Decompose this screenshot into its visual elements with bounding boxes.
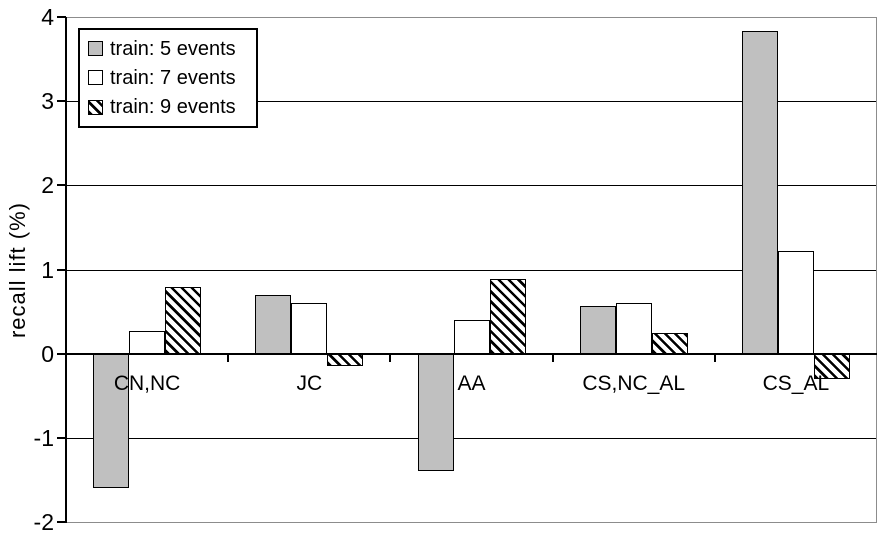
legend: train: 5 events train: 7 events train: 9 e… [78, 28, 258, 128]
bar [327, 353, 364, 367]
gridline [66, 185, 877, 187]
legend-swatch-solid-white [88, 70, 103, 86]
y-tick [57, 184, 66, 187]
plot-border-right [876, 17, 877, 523]
y-tick-label: 4 [41, 4, 54, 30]
x-axis [66, 352, 877, 355]
x-category-label: CS,NC_AL [582, 371, 686, 395]
bar [165, 287, 202, 354]
y-tick [57, 352, 66, 355]
bar [777, 250, 814, 354]
y-tick-label: 3 [41, 88, 54, 115]
y-axis [65, 17, 67, 523]
legend-swatch-hatch-diagonal [88, 99, 103, 115]
y-tick-label: -2 [33, 509, 54, 534]
y-tick-label: 2 [41, 172, 54, 199]
bar [579, 305, 616, 354]
legend-label: train: 5 events [110, 37, 236, 60]
y-tick [57, 521, 66, 523]
bar [291, 303, 328, 354]
legend-item: train: 7 events [88, 67, 256, 89]
bar [489, 278, 526, 354]
bar [741, 31, 778, 354]
y-tick-label: 1 [41, 256, 54, 283]
x-tick [713, 353, 716, 362]
legend-label: train: 7 events [110, 66, 236, 89]
x-category-label: CN,NC [113, 371, 181, 395]
x-tick [227, 353, 230, 362]
legend-swatch-solid-gray [88, 41, 103, 57]
y-tick [57, 100, 66, 103]
y-tick-label: -1 [33, 424, 54, 451]
plot-border-top [66, 17, 877, 18]
bar [255, 294, 292, 354]
legend-item: train: 9 events [88, 96, 256, 118]
y-tick [57, 268, 66, 271]
y-tick [57, 436, 66, 439]
gridline [66, 101, 877, 103]
bar [417, 353, 454, 472]
legend-item: train: 5 events [88, 38, 256, 60]
gridline [66, 437, 877, 439]
gridline [66, 269, 877, 271]
legend-label: train: 9 events [110, 96, 236, 119]
x-tick [551, 353, 554, 362]
x-category-label: AA [457, 371, 486, 395]
x-category-label: JC [296, 371, 323, 395]
y-tick [57, 16, 66, 18]
bar [453, 320, 490, 354]
bar [651, 332, 688, 354]
plot-border-bottom [66, 522, 877, 523]
bar [93, 353, 130, 489]
bar [615, 303, 652, 354]
x-category-label: CS_AL [762, 371, 830, 395]
x-tick [389, 353, 392, 362]
bar [813, 353, 850, 379]
bar [129, 330, 166, 354]
y-tick-label: 0 [41, 340, 54, 367]
